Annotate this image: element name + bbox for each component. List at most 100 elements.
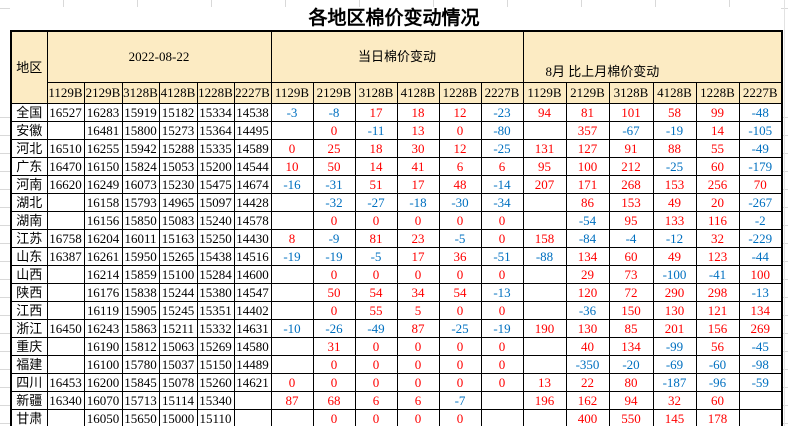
grade-header-cell[interactable]: 1228B (196, 82, 235, 104)
monthly-change-cell[interactable]: 134 (738, 301, 783, 320)
daily-change-cell[interactable]: 0 (438, 121, 482, 140)
monthly-change-cell[interactable]: -105 (738, 121, 783, 140)
daily-change-cell[interactable]: 18 (354, 139, 398, 158)
price-cell[interactable]: 15838 (121, 283, 160, 302)
price-cell[interactable]: 15905 (121, 301, 160, 320)
price-cell[interactable]: 16481 (83, 121, 123, 140)
monthly-change-cell[interactable]: 130 (565, 319, 610, 338)
price-cell[interactable]: 15273 (158, 121, 198, 140)
daily-change-cell[interactable]: 0 (396, 265, 440, 284)
daily-change-cell[interactable]: -19 (480, 319, 524, 338)
monthly-change-cell[interactable]: 196 (522, 391, 567, 410)
price-cell[interactable]: 16387 (46, 247, 85, 266)
daily-change-cell[interactable]: 48 (438, 175, 482, 194)
grade-header-cell[interactable]: 1129B (270, 82, 314, 104)
monthly-change-cell[interactable]: 133 (652, 211, 697, 230)
grade-header-cell[interactable]: 3128B (121, 82, 160, 104)
price-cell[interactable]: 16070 (83, 391, 123, 410)
daily-change-cell[interactable]: -14 (480, 175, 524, 194)
daily-change-cell[interactable]: 0 (438, 301, 482, 320)
price-cell[interactable]: 15780 (121, 355, 160, 374)
monthly-change-cell[interactable]: 94 (608, 391, 654, 410)
monthly-change-cell[interactable]: -99 (652, 337, 697, 356)
daily-change-cell[interactable]: 0 (312, 355, 356, 374)
monthly-change-cell[interactable]: -45 (738, 337, 783, 356)
monthly-change-cell[interactable]: 100 (738, 265, 783, 284)
monthly-change-cell[interactable]: -36 (565, 301, 610, 320)
daily-change-cell[interactable]: 0 (354, 409, 398, 426)
daily-change-cell[interactable]: -32 (312, 193, 356, 212)
price-cell[interactable]: 14495 (233, 121, 272, 140)
daily-change-cell[interactable]: -25 (480, 139, 524, 158)
price-cell[interactable]: 16340 (46, 391, 85, 410)
region-cell[interactable]: 安徽 (10, 121, 48, 140)
daily-change-cell[interactable]: 17 (354, 103, 398, 122)
region-cell[interactable]: 河南 (10, 175, 48, 194)
monthly-change-cell[interactable] (522, 409, 567, 426)
monthly-change-cell[interactable]: 400 (565, 409, 610, 426)
daily-change-cell[interactable]: -34 (480, 193, 524, 212)
daily-change-cell[interactable]: 6 (354, 391, 398, 410)
region-header-cell[interactable]: 地区 (10, 30, 48, 104)
daily-change-cell[interactable]: 0 (396, 409, 440, 426)
price-cell[interactable]: 14428 (233, 193, 272, 212)
region-cell[interactable]: 广东 (10, 157, 48, 176)
price-cell[interactable]: 15650 (121, 409, 160, 426)
monthly-change-cell[interactable]: -100 (652, 265, 697, 284)
daily-change-cell[interactable]: 17 (396, 247, 440, 266)
price-cell[interactable]: 15351 (196, 301, 235, 320)
daily-change-cell[interactable]: 0 (438, 373, 482, 392)
daily-change-cell[interactable]: -30 (438, 193, 482, 212)
monthly-change-cell[interactable]: -25 (652, 157, 697, 176)
daily-change-cell[interactable]: -11 (354, 121, 398, 140)
price-cell[interactable]: 15284 (196, 265, 235, 284)
monthly-change-cell[interactable]: 73 (608, 265, 654, 284)
monthly-change-cell[interactable]: 158 (522, 229, 567, 248)
monthly-change-cell[interactable]: 20 (695, 193, 740, 212)
monthly-change-cell[interactable]: 131 (522, 139, 567, 158)
daily-change-cell[interactable]: 87 (396, 319, 440, 338)
monthly-change-cell[interactable]: 55 (695, 139, 740, 158)
price-cell[interactable]: 15713 (121, 391, 160, 410)
grade-header-cell[interactable]: 2129B (312, 82, 356, 104)
price-cell[interactable]: 15244 (158, 283, 198, 302)
monthly-change-cell[interactable]: 60 (695, 391, 740, 410)
region-cell[interactable]: 新疆 (10, 391, 48, 410)
region-cell[interactable]: 湖南 (10, 211, 48, 230)
price-cell[interactable] (46, 355, 85, 374)
grade-header-cell[interactable]: 2227B (480, 82, 524, 104)
price-cell[interactable]: 15037 (158, 355, 198, 374)
monthly-change-cell[interactable]: 290 (652, 283, 697, 302)
region-cell[interactable]: 四川 (10, 373, 48, 392)
daily-change-cell[interactable]: 0 (312, 121, 356, 140)
daily-change-cell[interactable]: -19 (312, 247, 356, 266)
price-cell[interactable]: 16453 (46, 373, 85, 392)
daily-change-cell[interactable]: 14 (354, 157, 398, 176)
price-cell[interactable]: 15950 (121, 247, 160, 266)
monthly-change-cell[interactable] (522, 355, 567, 374)
price-cell[interactable]: 16243 (83, 319, 123, 338)
monthly-change-cell[interactable]: 49 (652, 193, 697, 212)
price-cell[interactable]: 15438 (196, 247, 235, 266)
monthly-change-cell[interactable]: 94 (522, 103, 567, 122)
price-cell[interactable]: 14516 (233, 247, 272, 266)
daily-change-cell[interactable]: -80 (480, 121, 524, 140)
daily-change-cell[interactable]: 0 (480, 229, 524, 248)
price-cell[interactable] (46, 337, 85, 356)
monthly-change-cell[interactable]: 130 (652, 301, 697, 320)
monthly-change-cell[interactable]: 190 (522, 319, 567, 338)
monthly-change-cell[interactable]: 121 (695, 301, 740, 320)
grade-header-cell[interactable]: 1129B (522, 82, 567, 104)
daily-change-cell[interactable]: -51 (480, 247, 524, 266)
daily-change-cell[interactable]: 23 (396, 229, 440, 248)
monthly-change-cell[interactable]: 49 (652, 247, 697, 266)
monthly-change-cell[interactable] (522, 121, 567, 140)
monthly-change-cell[interactable]: -229 (738, 229, 783, 248)
daily-change-cell[interactable] (270, 409, 314, 426)
grade-header-cell[interactable]: 3128B (608, 82, 654, 104)
price-cell[interactable]: 14538 (233, 103, 272, 122)
price-cell[interactable]: 15053 (158, 157, 198, 176)
daily-change-cell[interactable] (270, 301, 314, 320)
price-cell[interactable]: 15863 (121, 319, 160, 338)
grade-header-cell[interactable]: 3128B (354, 82, 398, 104)
